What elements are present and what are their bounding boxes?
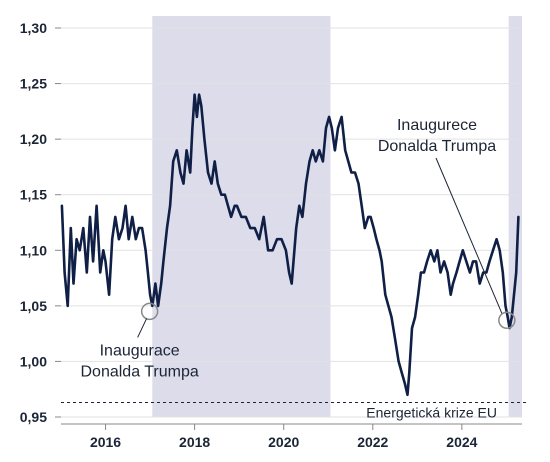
shaded-periods bbox=[152, 16, 522, 417]
series-group bbox=[60, 93, 520, 397]
x-tick-label: 2024 bbox=[446, 434, 477, 450]
y-tick-label: 1,25 bbox=[20, 76, 47, 92]
x-axis: 2016 2018 2020 2022 2024 bbox=[90, 424, 478, 450]
annotation-leader bbox=[137, 318, 148, 338]
annotations: Inaugurace Donalda Trumpa Inaugurece Donald… bbox=[80, 117, 516, 380]
y-tick-label: 1,30 bbox=[20, 20, 47, 36]
event-marker-2 bbox=[498, 311, 516, 330]
y-tick-label: 1,20 bbox=[20, 131, 47, 147]
y-axis: 0,95 1,00 1,05 1,10 1,15 1,20 1,25 1,30 bbox=[20, 20, 61, 425]
annotation-label: Donalda Trumpa bbox=[80, 363, 198, 380]
y-tick-label: 1,15 bbox=[20, 187, 47, 203]
annotation-label: Donalda Trumpa bbox=[378, 138, 496, 155]
y-tick-label: 1,05 bbox=[20, 298, 47, 314]
y-tick-label: 0,95 bbox=[20, 409, 47, 425]
shaded-period-2 bbox=[508, 16, 522, 417]
x-tick-label: 2022 bbox=[357, 434, 388, 450]
annotation-leader bbox=[435, 157, 503, 314]
series-line-1 bbox=[60, 93, 520, 397]
gridlines bbox=[61, 27, 522, 418]
event-marker-1 bbox=[140, 302, 159, 321]
annotation-label: Inaugurece bbox=[397, 117, 477, 134]
x-tick-label: 2020 bbox=[268, 434, 299, 450]
y-tick-label: 1,10 bbox=[20, 242, 47, 258]
annotation-label: Inaugurace bbox=[100, 342, 180, 359]
reference-line-label: Energetická krize EU bbox=[366, 405, 497, 421]
x-tick-label: 2018 bbox=[179, 434, 210, 450]
x-tick-label: 2016 bbox=[90, 434, 121, 450]
y-tick-label: 1,00 bbox=[20, 353, 47, 369]
